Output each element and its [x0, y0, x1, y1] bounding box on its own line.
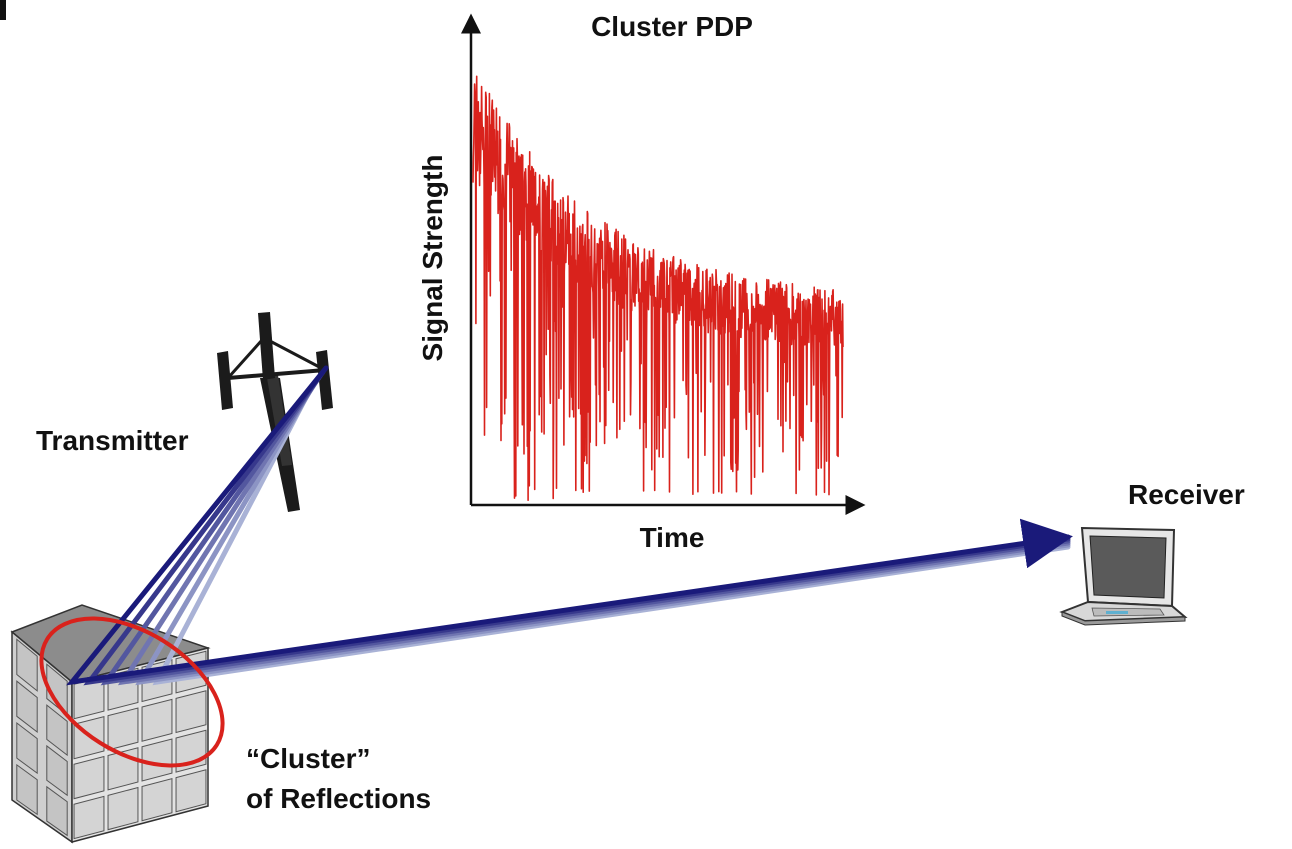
corner-mark: [0, 0, 6, 20]
laptop-receiver-icon: [1059, 526, 1188, 626]
building-window: [141, 738, 173, 782]
building-window: [16, 638, 38, 692]
building-window: [107, 786, 139, 831]
building-window: [16, 680, 38, 734]
signal-ray: [152, 385, 1071, 686]
building-window: [46, 785, 68, 837]
transmitter-label: Transmitter: [36, 425, 189, 456]
building-window: [73, 795, 105, 840]
pdp-trace: [472, 75, 844, 502]
building-window: [46, 704, 68, 757]
cluster-pdp-plot: Cluster PDP Time Signal Strength: [417, 11, 866, 553]
building-window: [107, 707, 139, 751]
receiver-label: Receiver: [1128, 479, 1245, 510]
building-window: [16, 722, 38, 775]
plot-y-label: Signal Strength: [417, 155, 448, 362]
building-icon: [10, 604, 211, 844]
cluster-label-line1: “Cluster”: [246, 743, 370, 774]
plot-title: Cluster PDP: [591, 11, 753, 42]
cluster-label-line2: of Reflections: [246, 783, 431, 814]
building-window: [141, 698, 173, 742]
cluster-ellipse: [39, 616, 225, 768]
signal-ray: [66, 365, 1073, 686]
building-window: [141, 778, 173, 822]
building-window: [46, 744, 68, 797]
building-window: [73, 755, 105, 800]
building-window: [175, 769, 207, 813]
signal-rays: [66, 365, 1073, 686]
plot-x-label: Time: [640, 522, 705, 553]
building-window: [175, 690, 207, 734]
building-window: [16, 763, 38, 816]
